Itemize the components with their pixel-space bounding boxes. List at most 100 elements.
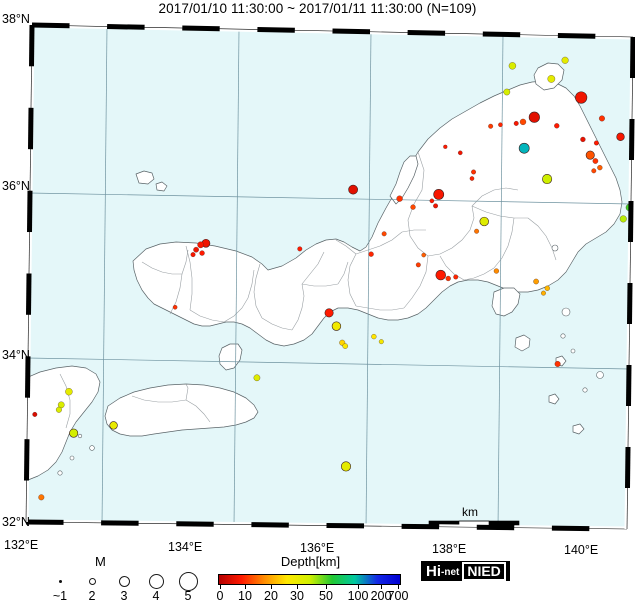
epicenter-marker — [528, 111, 540, 123]
epicenter-marker — [479, 216, 489, 227]
epicenter-marker — [378, 339, 384, 345]
depth-colorbar — [218, 574, 401, 585]
ytick-38N: 38°N — [2, 12, 30, 26]
scalebar-unit: km — [462, 505, 478, 519]
magnitude-symbols — [40, 570, 198, 592]
magnitude-symbol-4 — [148, 573, 164, 589]
depth-tick — [245, 585, 246, 589]
epicenter-marker — [421, 252, 426, 258]
frame-outline — [25, 24, 33, 523]
depth-label: 100 — [347, 589, 369, 603]
page-title: 2017/01/10 11:30:00 ~ 2017/01/11 11:30:0… — [158, 1, 477, 16]
epicenter-marker — [38, 494, 45, 501]
xtick-136E: 136°E — [300, 541, 335, 555]
epicenter-marker — [381, 231, 387, 237]
ytick-34N: 34°N — [2, 348, 30, 362]
depth-tick — [358, 585, 359, 589]
depth-tick — [220, 585, 221, 589]
frame-outline — [25, 521, 628, 530]
magnitude-symbol-approx1 — [58, 579, 62, 583]
epicenter-marker — [585, 150, 595, 160]
landmass-layer — [26, 62, 623, 481]
epicenter-marker — [429, 198, 435, 204]
frame-outline — [626, 36, 634, 530]
magnitude-label: 4 — [152, 589, 160, 603]
epicenter-marker — [474, 228, 480, 234]
scale-bar: km — [428, 505, 520, 527]
epicenter-marker — [69, 428, 79, 438]
epicenter-marker — [396, 195, 403, 202]
epicenter-marker — [498, 122, 503, 128]
epicenter-marker — [547, 75, 556, 83]
magnitude-label: 2 — [88, 589, 96, 603]
depth-tick — [271, 585, 272, 589]
map-frame — [23, 22, 635, 532]
map-svg: km — [23, 22, 635, 532]
xtick-134E: 134°E — [168, 540, 203, 554]
epicenter-marker — [541, 290, 546, 296]
xtick-140E: 140°E — [564, 543, 599, 557]
epicenter-marker — [616, 132, 625, 141]
epicenter-marker — [199, 250, 205, 256]
magnitude-label: ~1 — [52, 589, 68, 603]
epicenter-marker — [533, 278, 539, 285]
depth-tick — [326, 585, 327, 589]
magnitude-legend: M ~1 2 3 4 5 — [40, 554, 198, 604]
epicenter-marker — [340, 461, 352, 472]
depth-label: 30 — [290, 589, 304, 603]
epicenter-marker — [488, 123, 494, 129]
ytick-32N: 32°N — [2, 515, 30, 529]
depth-label: 0 — [216, 589, 224, 603]
xtick-132E: 132°E — [4, 538, 39, 552]
map-canvas[interactable]: km — [0, 18, 635, 536]
epicenter-marker — [297, 246, 303, 252]
epicenter-marker — [368, 251, 374, 257]
epicenter-marker — [519, 118, 527, 126]
epicenter-marker — [619, 215, 627, 223]
depth-label: 200 — [370, 589, 392, 603]
epicenter-marker — [435, 269, 446, 281]
epicenter-marker — [554, 361, 561, 367]
epicenter-marker — [32, 412, 38, 417]
xtick-138E: 138°E — [432, 542, 467, 556]
graticule-layer — [27, 26, 632, 529]
epicenter-marker — [342, 343, 348, 349]
epicenter-marker — [518, 142, 530, 154]
epicenter-marker — [458, 150, 463, 156]
epicenter-marker — [445, 275, 451, 282]
epicenter-marker — [513, 121, 519, 126]
epicenter-marker — [253, 374, 261, 382]
islets-layer — [57, 244, 604, 476]
depth-legend: Depth[km] 0 10 20 30 50 100 200 700 — [217, 554, 409, 604]
epicenter-marker — [371, 334, 377, 340]
epicenter-marker — [453, 274, 459, 280]
epicenter-marker — [593, 140, 599, 146]
logo-nied-text: NIED — [462, 561, 506, 581]
epicenter-marker — [415, 262, 421, 268]
magnitude-label: 3 — [120, 589, 128, 603]
prefecture-borders — [59, 151, 557, 429]
logo-hi-text: Hi — [426, 562, 441, 580]
magnitude-symbol-2 — [88, 577, 96, 585]
epicenter-marker — [433, 203, 438, 209]
epicenter-marker — [591, 168, 597, 174]
magnitude-label: 5 — [184, 589, 192, 603]
epicenter-marker — [197, 241, 204, 249]
epicenter-marker — [443, 144, 448, 149]
epicenter-marker — [410, 204, 416, 210]
epicenter-marker — [508, 62, 517, 70]
epicenter-layer — [32, 56, 633, 501]
depth-tick — [381, 585, 382, 589]
logo-net-text: -net — [441, 566, 460, 578]
epicenter-marker — [172, 304, 178, 310]
epicenter-marker — [554, 123, 560, 129]
epicenter-marker — [493, 268, 499, 274]
magnitude-symbol-3 — [118, 575, 130, 587]
hinet-nied-logo[interactable]: Hi -net NIED — [421, 561, 510, 581]
depth-label: 700 — [387, 589, 409, 603]
epicenter-marker — [544, 285, 550, 291]
epicenter-marker — [331, 321, 342, 331]
ytick-36N: 36°N — [2, 179, 30, 193]
depth-legend-title: Depth[km] — [280, 554, 341, 569]
